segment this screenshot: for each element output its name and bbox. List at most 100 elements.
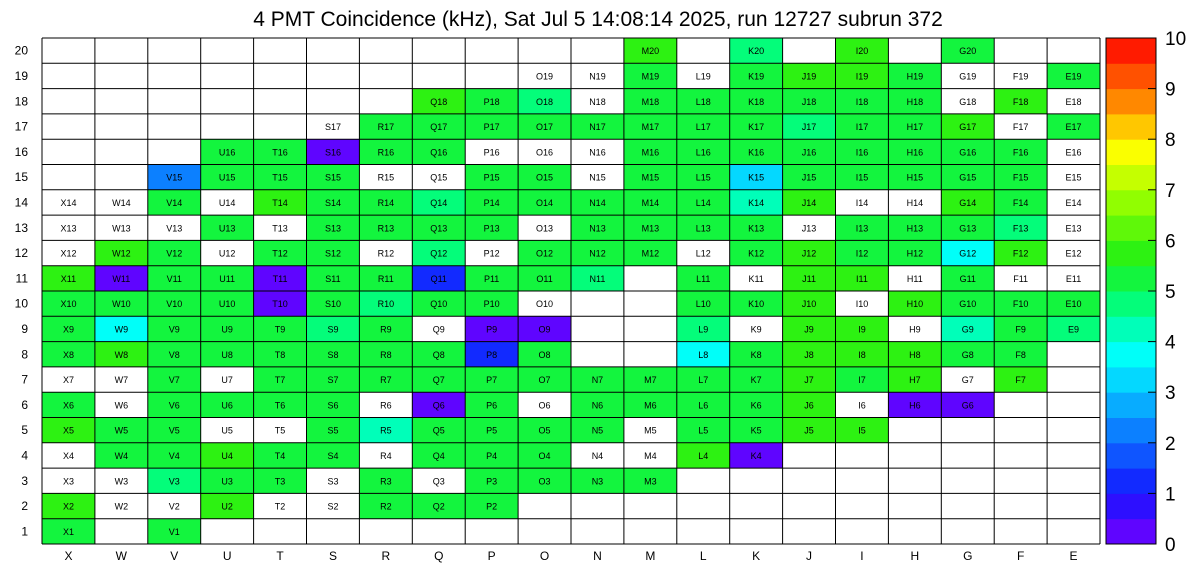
cell-fill: [465, 265, 519, 291]
heatmap-cell-W2: W2: [115, 502, 129, 512]
heatmap-cell-U7: U7: [221, 375, 233, 385]
cell-label: L13: [696, 223, 711, 233]
heatmap-cell-S12: S12: [306, 240, 360, 266]
cell-fill: [147, 442, 201, 469]
cell-label: Q6: [433, 400, 445, 410]
heatmap-cell-E17: E17: [1047, 113, 1100, 140]
cell-fill: [676, 164, 730, 190]
heatmap-cell-N4: N4: [592, 451, 604, 461]
cell-fill: [888, 341, 942, 367]
cell-label: H11: [907, 274, 923, 284]
heatmap-cell-M17: M17: [623, 113, 677, 140]
heatmap-cell-X2: X2: [42, 493, 95, 519]
cell-fill: [835, 366, 889, 393]
cell-fill: [676, 316, 730, 342]
cell-label: R15: [378, 173, 395, 183]
cell-fill: [994, 291, 1048, 317]
cell-label: J6: [804, 400, 814, 410]
cell-fill: [147, 392, 201, 418]
heatmap-cell-K19: K19: [729, 63, 783, 89]
cell-label: N3: [592, 476, 604, 486]
cell-label: X12: [60, 249, 76, 259]
cell-fill: [412, 240, 466, 266]
cell-label: S9: [327, 324, 338, 334]
cell-fill: [571, 392, 624, 418]
cell-fill: [359, 265, 413, 291]
cell-fill: [941, 240, 995, 266]
cell-fill: [359, 113, 413, 140]
cell-label: X8: [63, 350, 74, 360]
cell-label: H13: [907, 223, 924, 233]
cell-label: M12: [642, 249, 660, 259]
cell-label: T5: [275, 426, 286, 436]
cell-fill: [571, 240, 624, 266]
heatmap-cell-R3: R3: [359, 468, 413, 494]
cell-label: F11: [1013, 274, 1028, 284]
cell-fill: [729, 291, 783, 317]
cell-label: J19: [802, 71, 817, 81]
heatmap-cell-T13: T13: [272, 223, 288, 233]
heatmap-cell-O9: O9: [518, 316, 571, 342]
cell-label: P12: [484, 249, 500, 259]
heatmap-cell-X14: X14: [60, 198, 76, 208]
heatmap-cell-J8: J8: [782, 341, 836, 367]
cell-label: N15: [589, 173, 606, 183]
cell-fill: [571, 189, 624, 216]
cell-label: V1: [169, 527, 180, 537]
cell-label: J10: [802, 299, 817, 309]
cell-label: S7: [327, 375, 338, 385]
cell-label: I12: [856, 249, 869, 259]
heatmap-cell-J13: J13: [802, 223, 817, 233]
cell-fill: [518, 468, 571, 494]
heatmap-cell-L9: L9: [676, 316, 730, 342]
cell-label: I10: [856, 299, 869, 309]
cell-fill: [676, 265, 730, 291]
heatmap-cell-S10: S10: [306, 291, 360, 317]
cell-label: M3: [644, 476, 657, 486]
heatmap-cell-T12: T12: [253, 240, 307, 266]
cell-fill: [253, 189, 307, 216]
cell-label: Q13: [430, 223, 447, 233]
cell-fill: [835, 88, 889, 114]
heatmap-cell-N19: N19: [589, 71, 606, 81]
cell-label: P14: [484, 198, 500, 208]
cell-fill: [888, 164, 942, 190]
cell-label: J9: [804, 324, 814, 334]
cell-fill: [571, 265, 624, 291]
cell-fill: [42, 417, 95, 443]
cell-fill: [465, 468, 519, 494]
cell-label: M14: [642, 198, 660, 208]
cell-label: T13: [272, 223, 288, 233]
heatmap-cell-P6: P6: [465, 392, 519, 418]
y-tick-label: 13: [15, 221, 29, 235]
heatmap-cell-H7: H7: [888, 366, 942, 393]
cell-fill: [253, 139, 307, 165]
heatmap-cell-L7: L7: [676, 366, 730, 393]
cell-fill: [941, 291, 995, 317]
heatmap-cell-Q15: Q15: [430, 173, 447, 183]
heatmap-cell-O11: O11: [518, 265, 571, 291]
heatmap-cell-I10: I10: [856, 299, 869, 309]
cell-label: V5: [169, 426, 180, 436]
cell-fill: [782, 417, 836, 443]
heatmap-cell-L10: L10: [676, 291, 730, 317]
heatmap-cell-E14: E14: [1066, 198, 1082, 208]
cell-fill: [994, 366, 1048, 393]
heatmap-cell-Q10: Q10: [412, 291, 466, 317]
heatmap-cell-K8: K8: [729, 341, 783, 367]
cell-label: K20: [748, 46, 764, 56]
cell-label: H6: [909, 400, 921, 410]
heatmap-cell-Q7: Q7: [412, 366, 466, 393]
cell-fill: [623, 392, 677, 418]
cell-label: J16: [802, 147, 817, 157]
cell-label: U14: [219, 198, 236, 208]
heatmap-cell-F8: F8: [994, 341, 1048, 367]
heatmap-cell-T8: T8: [253, 341, 307, 367]
cell-fill: [412, 189, 466, 216]
cell-fill: [782, 189, 836, 216]
cell-fill: [465, 366, 519, 393]
heatmap-cell-T4: T4: [253, 442, 307, 469]
cell-label: X6: [63, 400, 74, 410]
cell-label: I18: [856, 97, 869, 107]
heatmap-cell-M3: M3: [623, 468, 677, 494]
